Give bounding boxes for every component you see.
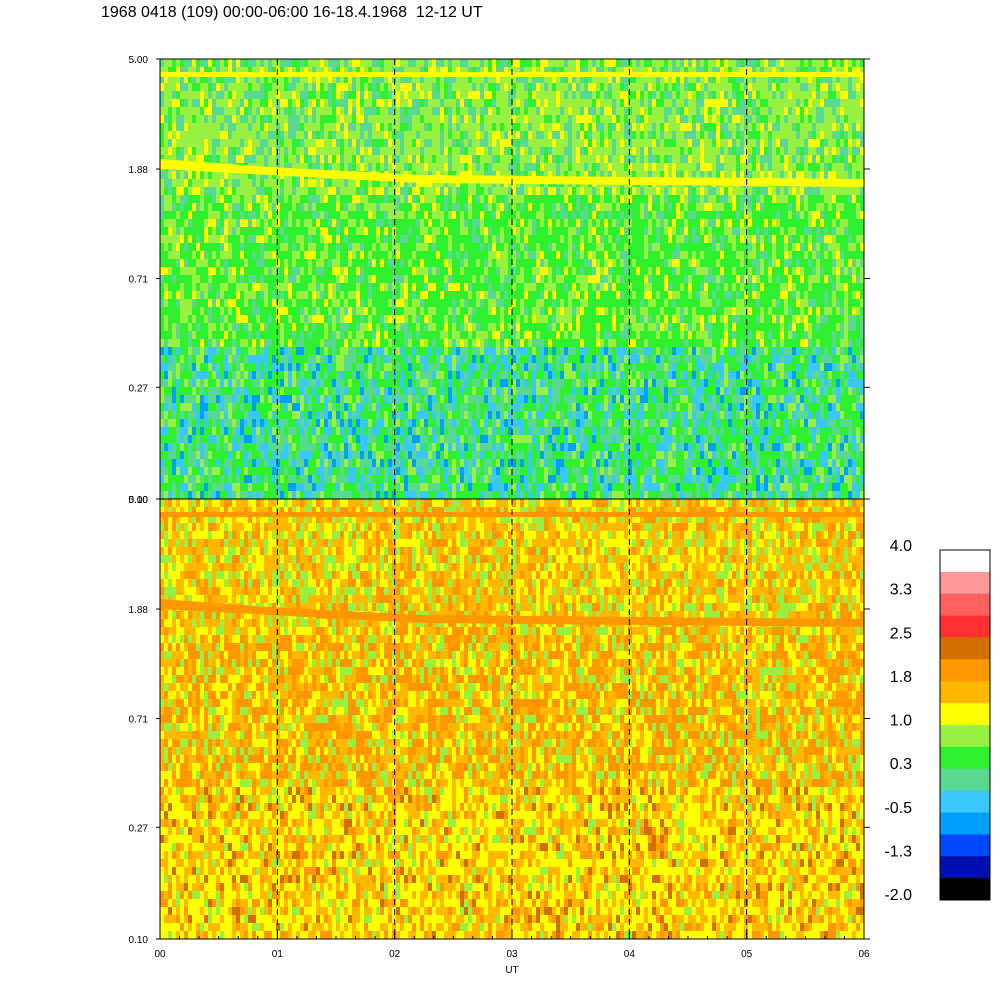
x-tick-label: 04 <box>624 949 636 960</box>
colorbar-swatch <box>940 856 990 879</box>
colorbar-swatch <box>940 681 990 704</box>
colorbar-swatch <box>940 834 990 857</box>
colorbar-swatch <box>940 746 990 770</box>
emission-band <box>160 159 864 187</box>
colorbar: 4.0 3.3 2.5 1.8 1.0 0.3 -0.5 -1.3 -2.0 <box>884 538 991 904</box>
colorbar-swatch <box>940 812 990 835</box>
colorbar-label: 1.0 <box>890 713 912 730</box>
y-tick-label: 1.88 <box>129 605 149 616</box>
x-axis-label: UT <box>505 965 518 976</box>
x-tick-label: 03 <box>506 949 518 960</box>
y-tick-label: 5.00 <box>129 495 149 506</box>
y-tick-label: 0.10 <box>129 495 149 506</box>
colorbar-swatch <box>940 571 990 595</box>
y-tick-label: 0.27 <box>129 823 149 834</box>
colorbar-label: 2.5 <box>890 625 912 642</box>
x-axis: 00 01 02 03 04 05 06 <box>154 932 870 960</box>
colorbar-swatch <box>940 659 990 682</box>
colorbar-swatch <box>940 615 990 638</box>
y-tick-label: 0.71 <box>129 715 149 726</box>
colorbar-swatch <box>940 593 990 617</box>
colorbar-label: -0.5 <box>884 800 912 817</box>
emission-band <box>160 599 864 627</box>
colorbar-swatch <box>940 550 990 573</box>
x-tick-label: 06 <box>858 949 870 960</box>
colorbar-swatch <box>940 703 990 726</box>
colorbar-label: 0.3 <box>890 756 912 773</box>
chart-title: 1968 0418 (109) 00:00-06:00 16-18.4.1968… <box>101 4 483 21</box>
y-tick-label: 5.00 <box>129 55 149 66</box>
colorbar-label: 4.0 <box>890 538 912 555</box>
y-tick-label: 0.10 <box>129 935 149 946</box>
colorbar-swatch <box>940 725 990 748</box>
colorbar-label: 3.3 <box>890 582 912 599</box>
y-tick-label: 0.27 <box>129 383 149 394</box>
y-tick-label: 0.71 <box>129 275 149 286</box>
y-tick-label: 1.88 <box>129 165 149 176</box>
colorbar-swatch <box>940 878 990 901</box>
colorbar-swatch <box>940 768 990 792</box>
x-tick-label: 02 <box>389 949 401 960</box>
colorbar-swatch <box>940 637 990 660</box>
x-tick-label: 05 <box>741 949 753 960</box>
colorbar-label: 1.8 <box>890 669 912 686</box>
y-axes: 5.001.880.710.270.105.001.880.710.270.10 <box>129 55 870 946</box>
colorbar-label: -2.0 <box>884 887 912 904</box>
colorbar-label: -1.3 <box>884 843 912 860</box>
colorbar-frame <box>939 549 991 901</box>
x-tick-label: 00 <box>154 949 166 960</box>
colorbar-swatch <box>940 790 990 813</box>
x-tick-label: 01 <box>272 949 284 960</box>
